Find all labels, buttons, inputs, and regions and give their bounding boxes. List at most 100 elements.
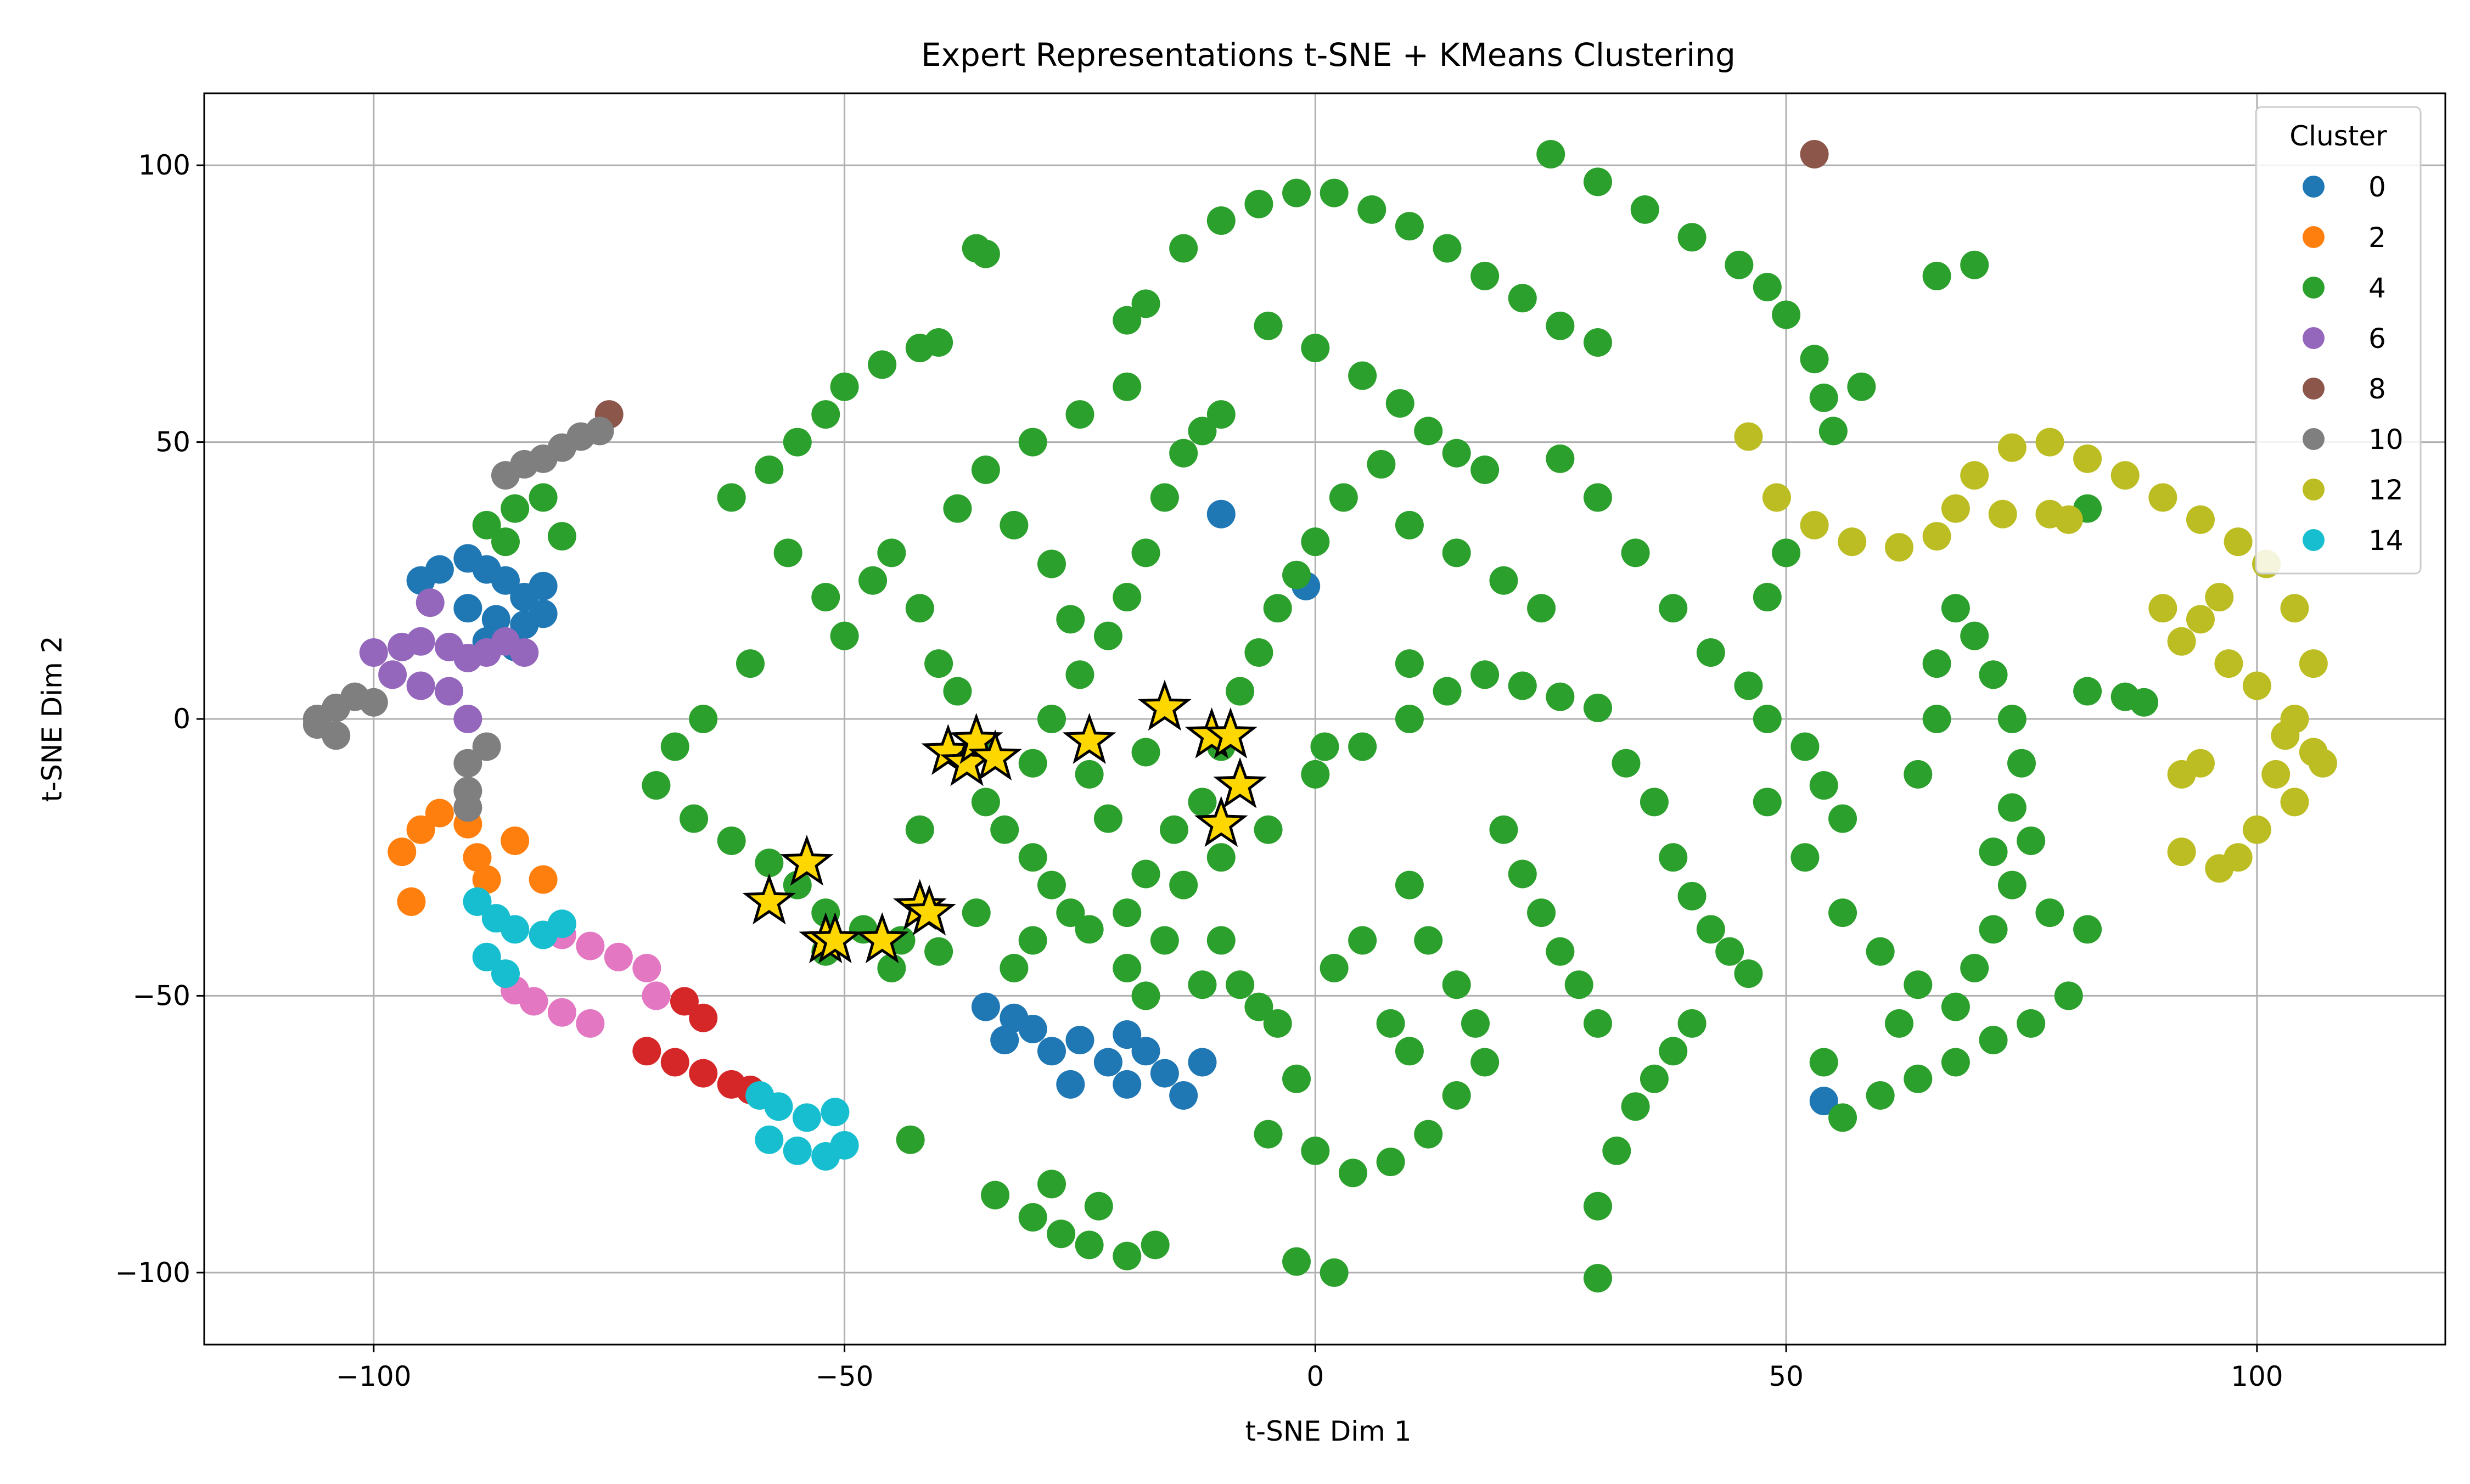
cluster-4-point	[1310, 732, 1339, 761]
cluster-4-point	[1960, 250, 1989, 279]
cluster-4-point	[877, 953, 906, 982]
cluster-2-point	[425, 799, 454, 828]
cluster-4-point	[1997, 870, 2026, 900]
cluster-10-point	[453, 793, 482, 822]
cluster-4-point	[1809, 1048, 1838, 1077]
cluster-4-point	[1113, 1241, 1142, 1271]
cluster-4-point	[1075, 915, 1104, 944]
cluster-4-point	[1244, 638, 1273, 667]
cluster-4-point	[1753, 788, 1782, 817]
cluster-0-point	[491, 566, 520, 595]
cluster-4-point	[1442, 538, 1471, 567]
cluster-7-point	[632, 953, 661, 982]
cluster-10-point	[302, 710, 332, 739]
cluster-14-point	[491, 959, 520, 988]
cluster-4-point	[1282, 178, 1311, 207]
cluster-4-point	[1188, 417, 1217, 446]
cluster-4-point	[1828, 898, 1857, 928]
cluster-14-series	[463, 887, 859, 1171]
cluster-4-point	[529, 483, 558, 512]
cluster-4-point	[1254, 311, 1283, 340]
y-tick-label: 50	[155, 426, 190, 458]
cluster-6-point	[453, 705, 482, 733]
cluster-12-point	[2242, 671, 2271, 700]
cluster-6-point	[378, 660, 407, 689]
cluster-4-point	[1809, 383, 1838, 412]
cluster-4-point	[1922, 649, 1951, 678]
cluster-4-point	[924, 328, 953, 357]
cluster-0-point	[529, 571, 558, 600]
cluster-0-point	[481, 605, 510, 634]
legend-marker	[2303, 378, 2325, 400]
cluster-4-point	[1037, 1170, 1066, 1199]
cluster-4-point	[1461, 1009, 1490, 1038]
cluster-14-point	[472, 942, 501, 971]
cluster-7-point	[642, 981, 671, 1010]
cluster-4-point	[1320, 953, 1349, 982]
cluster-4-point	[1075, 1230, 1104, 1260]
star-marker	[1204, 707, 1258, 758]
cluster-4-point	[1677, 1009, 1706, 1038]
cluster-3-point	[632, 1037, 661, 1066]
cluster-4-point	[783, 870, 812, 900]
cluster-2-point	[529, 865, 558, 894]
cluster-0-series	[406, 499, 1838, 1116]
cluster-8-series	[594, 139, 1829, 429]
x-axis-label: t-SNE Dim 1	[1245, 1415, 1411, 1447]
cluster-4-point	[472, 510, 501, 539]
cluster-4-point	[1922, 705, 1951, 733]
cluster-4-point	[905, 815, 934, 844]
cluster-4-point	[1753, 273, 1782, 302]
cluster-4-point	[1131, 538, 1160, 567]
cluster-4-point	[1584, 1263, 1613, 1292]
y-axis-ticks: −100 −50 0 50 100	[115, 149, 204, 1289]
cluster-4-point	[1489, 566, 1518, 595]
cluster-2-point	[406, 815, 435, 844]
cluster-12-point	[2214, 649, 2243, 678]
cluster-4-point	[943, 494, 972, 523]
cluster-12-point	[2035, 428, 2064, 457]
cluster-4-point	[1725, 250, 1754, 279]
cluster-12-point	[1941, 494, 1970, 523]
cluster-0-point	[1150, 1059, 1179, 1088]
cluster-8-point	[1800, 139, 1829, 168]
cluster-4-point	[1960, 953, 1989, 982]
cluster-4-point	[1470, 1048, 1500, 1077]
cluster-12-point	[1838, 527, 1867, 556]
cluster-4-point	[1113, 898, 1142, 928]
cluster-7-point	[547, 998, 576, 1027]
cluster-4-point	[1113, 372, 1142, 401]
cluster-4-point	[1065, 660, 1094, 689]
cluster-12-point	[2167, 837, 2196, 867]
cluster-0-point	[1000, 1003, 1029, 1032]
cluster-4-point	[1131, 859, 1160, 889]
cluster-4-point	[1395, 649, 1424, 678]
cluster-12-point	[1988, 499, 2017, 529]
cluster-4-point	[971, 456, 1000, 485]
cluster-12-point	[2205, 583, 2234, 612]
cluster-6-series	[359, 588, 539, 733]
cluster-4-point	[2017, 1009, 2046, 1038]
cluster-4-point	[1470, 261, 1500, 290]
cluster-14-point	[783, 1136, 812, 1165]
star-marker	[1137, 679, 1192, 731]
cluster-4-point	[1150, 926, 1179, 955]
cluster-4-point	[1866, 1081, 1895, 1110]
cluster-12-point	[2186, 605, 2215, 634]
cluster-4-point	[1169, 234, 1198, 263]
cluster-4-point	[1772, 300, 1801, 329]
legend-marker	[2303, 479, 2325, 501]
cluster-0-point	[1188, 1048, 1217, 1077]
cluster-4-point	[1188, 970, 1217, 999]
cluster-4-point	[1169, 439, 1198, 468]
cluster-6-point	[406, 671, 435, 700]
cluster-4-point	[1395, 1037, 1424, 1066]
legend-entry: 12	[2303, 474, 2404, 506]
cluster-4-point	[1584, 483, 1613, 512]
cluster-4-point	[971, 239, 1000, 268]
cluster-12-point	[2280, 594, 2309, 623]
cluster-4-point	[1329, 483, 1358, 512]
cluster-4-point	[1113, 583, 1142, 612]
cluster-4-point	[717, 483, 746, 512]
cluster-12-point	[1734, 422, 1763, 451]
